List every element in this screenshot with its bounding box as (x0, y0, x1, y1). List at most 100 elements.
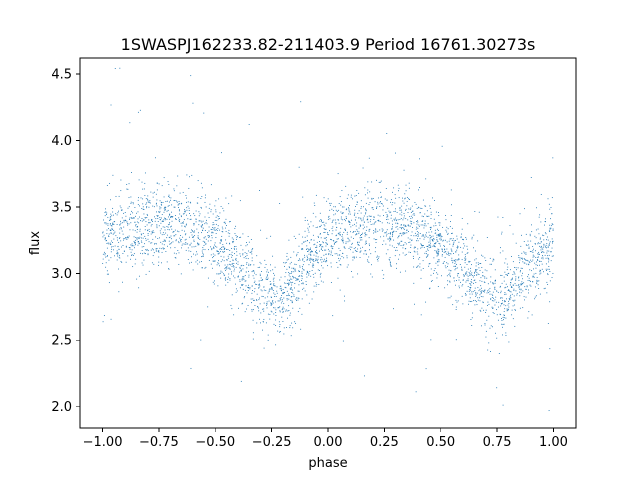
data-point (117, 239, 118, 241)
data-point (335, 221, 337, 223)
data-point (372, 223, 374, 225)
data-point (212, 222, 214, 223)
data-point (327, 248, 329, 250)
data-point (128, 183, 130, 185)
data-point (287, 258, 289, 260)
data-point (131, 249, 133, 251)
data-point (279, 285, 281, 287)
data-point (446, 262, 448, 264)
data-point (433, 238, 435, 240)
data-point (173, 190, 175, 192)
data-point (418, 225, 420, 227)
data-point (305, 240, 307, 242)
data-point (327, 218, 329, 220)
data-point (301, 249, 303, 251)
data-point (226, 242, 228, 244)
data-point (457, 300, 459, 302)
data-point (548, 268, 550, 270)
data-point (412, 255, 414, 257)
data-point (166, 234, 168, 236)
data-point (503, 311, 505, 313)
data-point (484, 282, 486, 283)
data-point (452, 262, 454, 264)
data-point (430, 247, 432, 248)
data-point (552, 157, 554, 159)
data-point (400, 244, 402, 246)
data-point (429, 287, 431, 289)
data-point (350, 194, 352, 196)
data-point (498, 301, 500, 303)
data-point (465, 272, 467, 274)
data-point (201, 187, 203, 189)
data-point (147, 195, 149, 197)
data-point (549, 348, 551, 350)
data-point (138, 237, 140, 239)
data-point (336, 253, 338, 255)
data-point (262, 329, 264, 331)
data-point (216, 220, 218, 222)
data-point (502, 323, 504, 325)
data-point (308, 248, 310, 250)
data-point (422, 268, 424, 269)
data-point (112, 242, 114, 243)
data-point (477, 262, 479, 264)
data-point (455, 339, 457, 341)
data-point (420, 277, 422, 279)
data-point (548, 410, 550, 412)
data-point (184, 230, 185, 232)
data-point (331, 227, 333, 229)
data-point (131, 245, 133, 247)
data-point (214, 242, 216, 244)
data-point (420, 314, 422, 316)
data-point (269, 313, 271, 315)
data-point (450, 295, 452, 297)
data-point (500, 305, 502, 307)
data-point (539, 293, 541, 295)
data-point (433, 244, 435, 246)
data-point (377, 197, 379, 199)
data-point (318, 262, 319, 264)
data-point (377, 220, 379, 221)
data-point (471, 282, 473, 284)
data-point (509, 296, 511, 298)
data-point (508, 272, 510, 274)
data-point (105, 256, 107, 258)
data-point (325, 239, 327, 241)
data-point (231, 271, 233, 273)
data-point (319, 226, 321, 228)
data-point (109, 182, 111, 184)
data-point (195, 221, 197, 223)
data-point (267, 277, 269, 279)
data-point (529, 233, 531, 235)
data-point (279, 203, 281, 204)
data-point (224, 247, 226, 249)
data-point (138, 179, 140, 181)
data-point (228, 229, 230, 231)
data-point (187, 205, 189, 207)
data-point (161, 243, 163, 245)
data-point (250, 298, 252, 300)
data-point (532, 250, 534, 252)
data-point (231, 251, 233, 253)
data-point (430, 242, 432, 244)
data-point (328, 250, 330, 252)
data-point (396, 263, 398, 265)
data-point (328, 215, 330, 217)
data-point (488, 303, 490, 305)
data-point (417, 240, 419, 242)
data-point (519, 271, 521, 273)
data-point (160, 204, 162, 205)
data-point (528, 246, 530, 248)
data-point (343, 246, 345, 248)
data-point (192, 102, 194, 104)
data-point (404, 193, 406, 195)
data-point (290, 261, 292, 263)
data-point (118, 291, 120, 293)
data-point (540, 249, 542, 251)
data-point (404, 198, 406, 200)
data-point (292, 289, 293, 291)
data-point (395, 208, 396, 210)
data-point (368, 204, 370, 206)
data-point (248, 276, 250, 278)
data-point (460, 236, 462, 238)
